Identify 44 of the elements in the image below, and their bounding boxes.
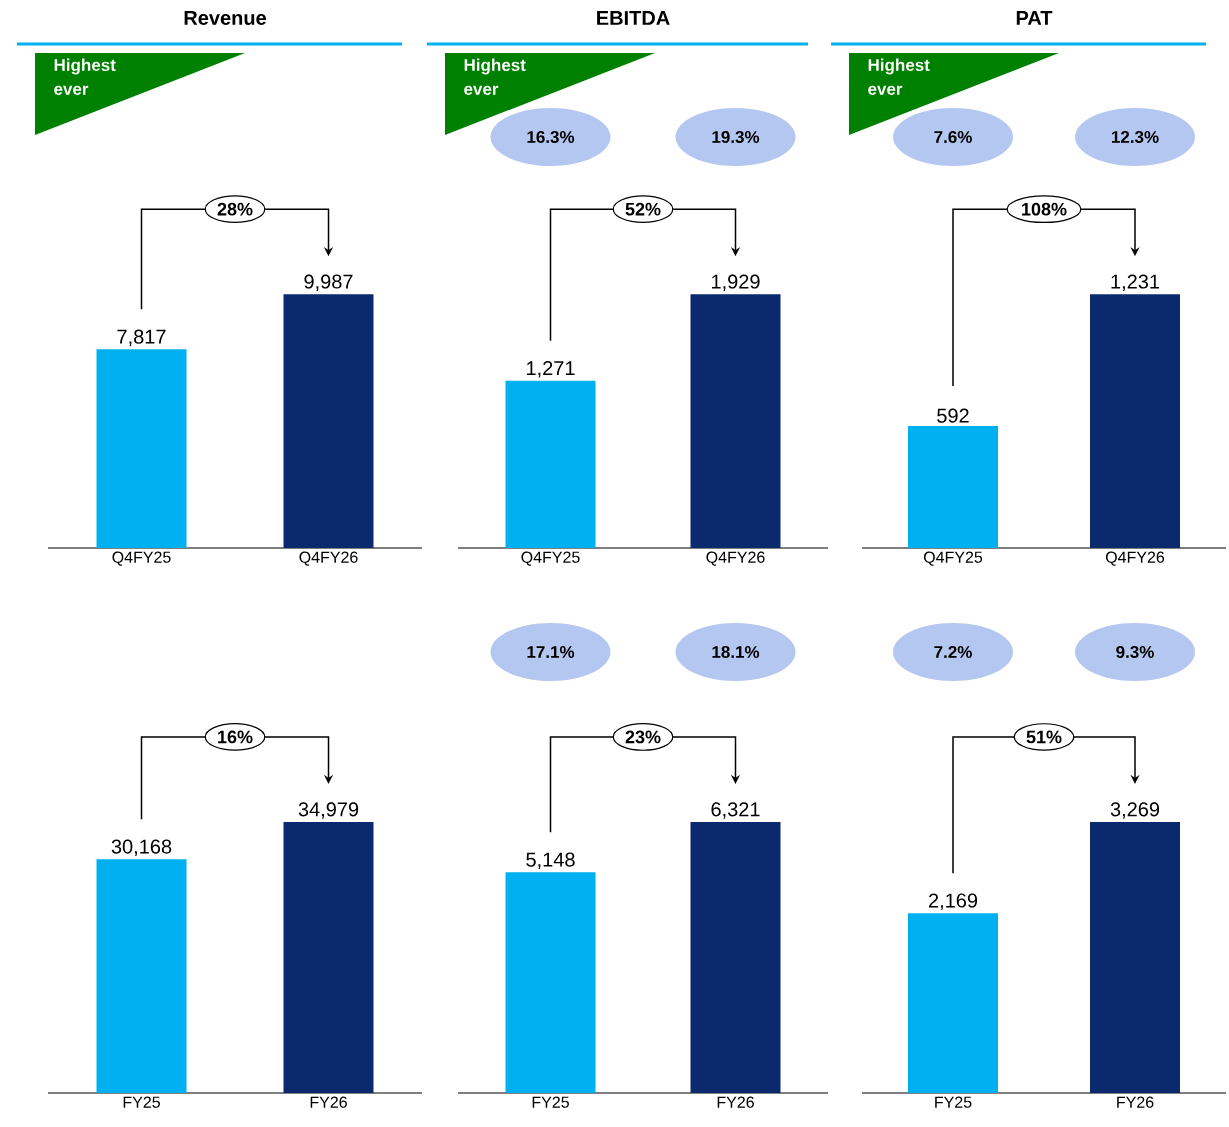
data-label: 1,231 bbox=[1111, 274, 1160, 291]
x-tick-label: Q4FY25 bbox=[521, 551, 580, 566]
data-label: 9,987 bbox=[304, 274, 353, 291]
text: Highest ever bbox=[868, 58, 930, 96]
chart-title: EBITDA bbox=[597, 11, 670, 25]
text: 23% bbox=[625, 730, 661, 744]
chart-title: Revenue bbox=[184, 11, 267, 25]
x-tick-label: FY26 bbox=[310, 1096, 347, 1108]
x-tick-label: FY25 bbox=[123, 1096, 160, 1108]
text: Highest ever bbox=[464, 58, 526, 96]
text: 28% bbox=[217, 202, 253, 216]
text: 108% bbox=[1022, 202, 1067, 216]
data-label: 1,271 bbox=[527, 361, 575, 378]
text: 12.3% bbox=[1111, 130, 1159, 144]
x-tick-label: FY25 bbox=[935, 1096, 972, 1108]
data-label: 30,168 bbox=[111, 839, 172, 857]
text: 18.1% bbox=[712, 645, 760, 659]
text: 7.2% bbox=[934, 645, 972, 658]
text: 9.3% bbox=[1116, 645, 1154, 659]
text: 16.3% bbox=[527, 130, 575, 144]
text: 19.3% bbox=[712, 130, 760, 144]
x-tick-label: FY26 bbox=[717, 1096, 754, 1108]
text: 17.1% bbox=[527, 646, 575, 658]
text: 7.6% bbox=[934, 130, 972, 144]
x-tick-label: Q4FY25 bbox=[923, 551, 983, 566]
x-tick-label: Q4FY25 bbox=[112, 551, 171, 566]
data-label: 6,321 bbox=[711, 802, 760, 819]
chart-title: PAT bbox=[1016, 11, 1053, 25]
data-label: 3,269 bbox=[1110, 802, 1160, 819]
x-tick-label: FY26 bbox=[1117, 1096, 1154, 1108]
data-label: 5,148 bbox=[526, 852, 575, 870]
x-tick-label: Q4FY26 bbox=[706, 551, 765, 566]
x-tick-label: Q4FY26 bbox=[1105, 551, 1165, 566]
data-label: 7,817 bbox=[117, 329, 166, 347]
text: 51% bbox=[1026, 730, 1062, 744]
x-tick-label: Q4FY26 bbox=[299, 551, 358, 566]
text: Highest ever bbox=[54, 58, 116, 96]
text: 52% bbox=[625, 202, 661, 216]
data-label: 2,169 bbox=[928, 893, 978, 910]
data-label: 34,979 bbox=[298, 802, 359, 819]
data-label: 592 bbox=[937, 408, 969, 423]
x-tick-label: FY25 bbox=[532, 1096, 569, 1108]
data-label: 1,929 bbox=[712, 274, 760, 291]
text: 16% bbox=[218, 730, 253, 744]
